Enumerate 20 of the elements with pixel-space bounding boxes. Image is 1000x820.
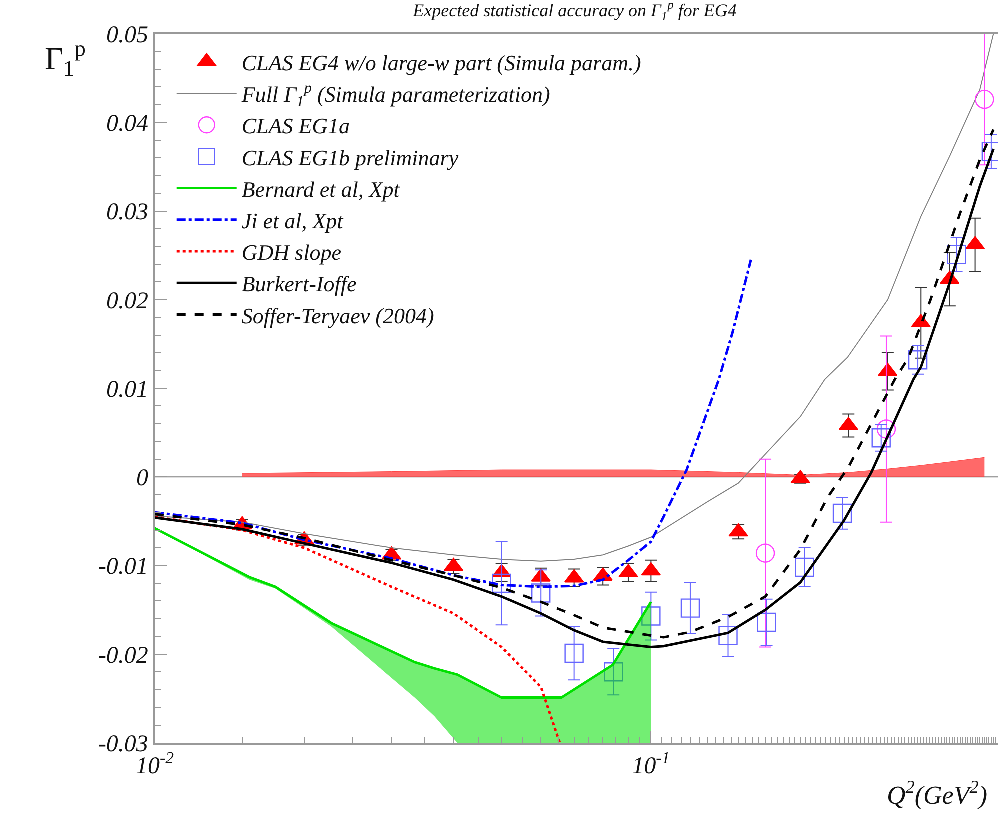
x-tick-label: 10$^{-1}$ (632, 748, 670, 780)
legend-label: GDH slope (242, 240, 342, 266)
legend-label: Ji et al, Xpt (242, 208, 344, 234)
legend-label: Bernard et al, Xpt (242, 176, 401, 202)
x-axis-title: Q$^{2}$(GeV$^{2}$) (887, 777, 988, 810)
y-tick-label: 0.05 (106, 22, 148, 48)
y-tick-label: 0.01 (106, 376, 148, 403)
y-tick-label: -0.02 (98, 642, 148, 669)
legend-label: CLAS EG4 w/o large-w part (Simula param.) (242, 50, 642, 76)
legend-label: Full Γ$_{1}$$^{p}$ (Simula parameterization) (240, 80, 550, 111)
y-tick-label: 0.03 (106, 200, 148, 226)
y-tick-label: -0.01 (98, 554, 148, 580)
legend-label: CLAS EG1b preliminary (242, 145, 459, 170)
legend-label: Burkert-Ioffe (242, 272, 357, 297)
legend-label: Soffer-Teryaev (2004) (242, 303, 434, 328)
chart-title: Expected statistical accuracy on Γ$_{1}$$^{p}$ for EG4 (412, 0, 737, 24)
y-tick-label: 0 (136, 466, 148, 492)
legend-label: CLAS EG1a (242, 114, 350, 139)
y-tick-label: 0.02 (106, 288, 148, 314)
y-tick-label: 0.04 (106, 111, 148, 138)
